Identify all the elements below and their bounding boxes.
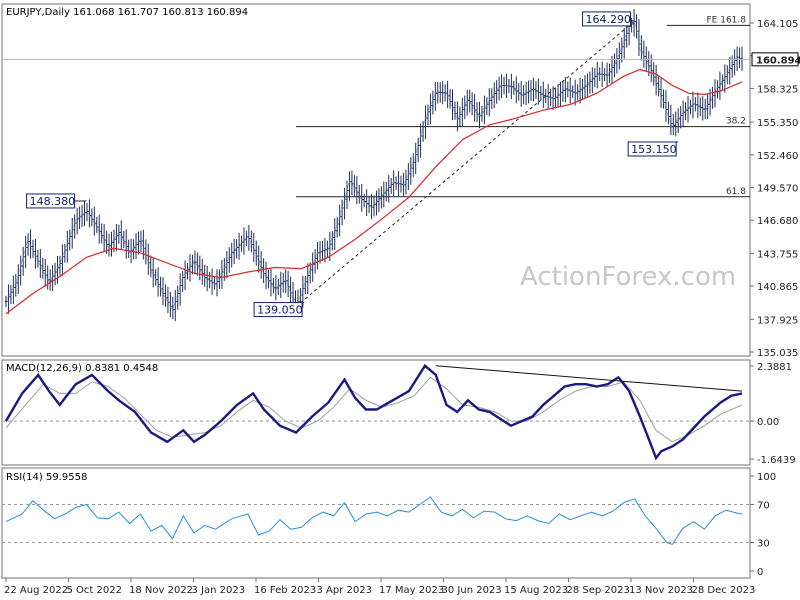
price-annotation-label: 148.380 (30, 195, 75, 208)
rsi-label: RSI(14) 59.9558 (6, 472, 87, 483)
price-tick-label: 152.460 (757, 151, 798, 162)
x-axis-label: 17 May 2023 (379, 585, 444, 596)
x-axis-label: 3 Jan 2023 (192, 585, 246, 596)
x-axis-label: 22 Aug 2022 (4, 585, 68, 596)
rsi-tick-label: 0 (757, 567, 763, 578)
trend-channel-line (295, 20, 635, 307)
x-axis-label: 5 Oct 2022 (67, 585, 122, 596)
price-annotation-label: 153.150 (631, 143, 677, 156)
price-tick-label: 155.350 (757, 118, 798, 129)
rsi-tick-label: 100 (757, 472, 776, 483)
price-annotation-box (627, 141, 677, 157)
rsi-tick-label: 70 (757, 501, 770, 512)
watermark: ActionForex.com (520, 262, 736, 292)
price-tick-label: 158.325 (757, 84, 798, 95)
x-axis-label: 15 Aug 2023 (504, 585, 568, 596)
rsi-panel: RSI(14) 59.9558 100 70 30 0 (1, 467, 776, 579)
rsi-line (5, 496, 743, 546)
fib-level-label: 38.2 (726, 117, 746, 127)
fib-level-label: 61.8 (726, 187, 746, 197)
price-annotation-box (26, 193, 76, 209)
x-axis-label: 16 Feb 2023 (254, 585, 316, 596)
macd-panel: MACD(12,26,9) 0.8381 0.4548 2.3881 0.00 -1… (1, 359, 796, 466)
price-tick-label: 143.755 (757, 249, 798, 260)
x-axis-label: 28 Sep 2023 (567, 585, 630, 596)
x-axis-label: 13 Nov 2023 (629, 585, 693, 596)
rsi-tick-label: 30 (757, 539, 770, 550)
price-annotation-label: 139.050 (257, 304, 303, 317)
price-annotation-box (253, 302, 303, 318)
price-tick-label: 137.925 (757, 315, 798, 326)
x-axis-label: 30 Jun 2023 (442, 585, 502, 596)
macd-line (4, 363, 743, 461)
price-tick-label: 135.035 (757, 348, 798, 359)
moving-average-line (5, 68, 743, 315)
fib-level-label: FE 161.8 (707, 15, 747, 25)
macd-signal-line (5, 376, 743, 443)
price-panel: ActionForex.com EURJPY,Daily 161.068 161… (1, 3, 800, 359)
price-annotation-box (582, 11, 632, 27)
last-price-label: 160.894 (756, 55, 800, 66)
last-price-tag: 160.894 (751, 52, 800, 67)
macd-tick-label: 0.00 (757, 417, 779, 428)
price-tick-label: 140.865 (757, 282, 798, 293)
macd-tick-label: 2.3881 (757, 362, 792, 373)
price-tick-label: 164.105 (757, 19, 798, 30)
price-tick-label: 146.680 (757, 216, 798, 227)
macd-tick-label: -1.6439 (757, 455, 796, 466)
x-axis-label: 3 Apr 2023 (317, 585, 372, 596)
macd-trendline (435, 365, 743, 392)
price-tick-label: 149.570 (757, 184, 798, 195)
price-annotation-label: 164.290 (586, 13, 632, 26)
macd-label: MACD(12,26,9) 0.8381 0.4548 (6, 363, 158, 374)
x-axis-label: 18 Nov 2022 (129, 585, 193, 596)
x-axis-label: 28 Dec 2023 (692, 585, 756, 596)
instrument-label: EURJPY,Daily 161.068 161.707 160.813 160… (6, 7, 248, 18)
price-series-line (5, 20, 743, 312)
